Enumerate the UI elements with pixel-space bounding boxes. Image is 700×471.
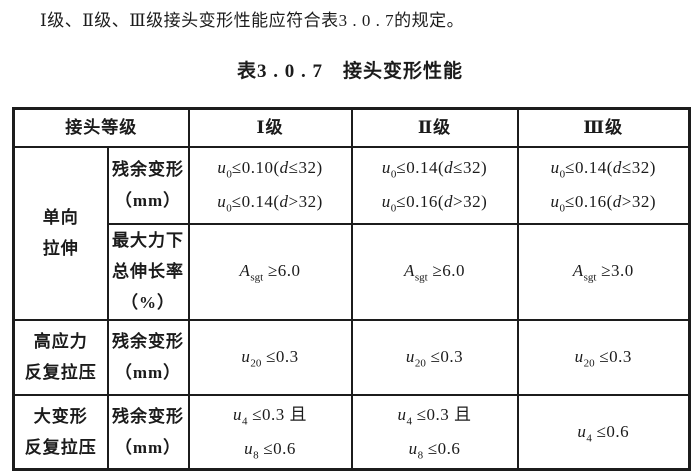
item-label-line: （mm）: [114, 191, 182, 210]
formula-line: u20 ≤0.3: [574, 347, 632, 370]
header-joint-grade: 接头等级: [12, 107, 190, 148]
table-header-row: 接头等级 Ⅰ级 Ⅱ级 Ⅲ级: [12, 107, 691, 148]
value-high-stress-grade3: u20 ≤0.3: [516, 318, 691, 396]
formula-line: u0≤0.10(d≤32): [217, 157, 323, 180]
item-label-line: 残余变形: [112, 159, 184, 179]
value-elongation-grade2: Asgt ≥6.0: [350, 222, 519, 321]
header-grade-1: Ⅰ级: [187, 107, 353, 148]
row-max-force-elongation: 最大力下 总伸长率 （%） Asgt ≥6.0 Asgt ≥6.0 Asgt ≥…: [14, 222, 691, 321]
item-label-line: （mm）: [114, 438, 182, 458]
formula-line: u8 ≤0.6: [408, 439, 461, 462]
group-label-line: 反复拉压: [24, 363, 97, 383]
group-high-stress-cyclic: 高应力 反复拉压: [12, 318, 109, 396]
formula-line: u8 ≤0.6: [244, 439, 296, 462]
item-max-force-elongation: 最大力下 总伸长率 （%）: [106, 222, 190, 321]
value-high-stress-grade1: u20 ≤0.3: [187, 318, 353, 396]
value-large-deform-grade1: u4 ≤0.3 且 u8 ≤0.6: [187, 393, 353, 471]
formula-line: u4 ≤0.3 且: [232, 404, 308, 428]
formula-line: Asgt ≥3.0: [572, 261, 634, 284]
item-label-line: 残余变形: [112, 331, 184, 351]
row-large-deform-residual: 大变形 反复拉压 残余变形 （mm） u4 ≤0.3 且 u8 ≤0.6 u4 …: [12, 393, 691, 471]
joint-deformation-table: 接头等级 Ⅰ级 Ⅱ级 Ⅲ级 单向 拉伸 残余变形 （mm） u0≤0.10(d≤…: [12, 107, 691, 471]
value-large-deform-grade2: u4 ≤0.3 且 u8 ≤0.6: [350, 393, 519, 471]
group-label-line: 高应力: [33, 331, 88, 351]
item-label-line: 最大力下: [112, 230, 184, 250]
group-label-line: 单向: [42, 207, 79, 227]
item-residual-deformation-high-stress: 残余变形 （mm）: [106, 318, 190, 396]
value-elongation-grade3: Asgt ≥3.0: [516, 222, 691, 321]
value-large-deform-grade3: u4 ≤0.6: [516, 393, 691, 471]
value-uniaxial-residual-grade1: u0≤0.10(d≤32) u0≤0.14(d>32): [187, 145, 353, 225]
formula-line: u0≤0.14(d≤32): [381, 157, 488, 180]
value-uniaxial-residual-grade2: u0≤0.14(d≤32) u0≤0.16(d>32): [350, 145, 519, 225]
formula-line: u0≤0.16(d>32): [381, 192, 488, 215]
formula-line: Asgt ≥6.0: [239, 261, 301, 284]
item-residual-deformation-large-deform: 残余变形 （mm）: [106, 393, 190, 471]
value-elongation-grade1: Asgt ≥6.0: [187, 222, 353, 321]
group-uniaxial-tension: 单向 拉伸: [12, 145, 109, 321]
group-label-line: 反复拉压: [24, 438, 97, 458]
formula-line: u0≤0.14(d>32): [217, 192, 323, 215]
formula-line: u20 ≤0.3: [405, 347, 464, 370]
group-label-line: 拉伸: [42, 239, 79, 259]
value-uniaxial-residual-grade3: u0≤0.14(d≤32) u0≤0.16(d>32): [516, 145, 691, 225]
row-uniaxial-residual: 单向 拉伸 残余变形 （mm） u0≤0.10(d≤32) u0≤0.14(d>…: [12, 145, 691, 321]
formula-line: Asgt ≥6.0: [403, 261, 466, 284]
formula-line: u20 ≤0.3: [241, 347, 299, 370]
formula-line: u0≤0.14(d≤32): [550, 157, 656, 180]
formula-line: u0≤0.16(d>32): [550, 192, 656, 215]
formula-line: u4 ≤0.6: [577, 421, 630, 445]
header-grade-2: Ⅱ级: [350, 107, 519, 148]
item-label-line: 总伸长率: [112, 261, 184, 281]
header-grade-3: Ⅲ级: [516, 107, 691, 148]
item-label-line: （%）: [121, 293, 175, 313]
row-high-stress-residual: 高应力 反复拉压 残余变形 （mm） u20 ≤0.3 u20 ≤0.3 u20…: [12, 318, 691, 396]
group-large-deformation-cyclic: 大变形 反复拉压: [12, 393, 109, 471]
item-label-line: 残余变形: [112, 406, 184, 426]
item-label-line: （mm）: [114, 363, 182, 383]
formula-line: u4 ≤0.3 且: [397, 404, 472, 428]
group-label-line: 大变形: [33, 406, 88, 426]
intro-paragraph: Ⅰ级、Ⅱ级、Ⅲ级接头变形性能应符合表3 . 0 . 7的规定。: [40, 11, 465, 30]
table-title: 表3 . 0 . 7 接头变形性能: [236, 61, 463, 82]
value-high-stress-grade2: u20 ≤0.3: [350, 318, 519, 396]
item-residual-deformation-uniaxial: 残余变形 （mm）: [106, 145, 190, 225]
